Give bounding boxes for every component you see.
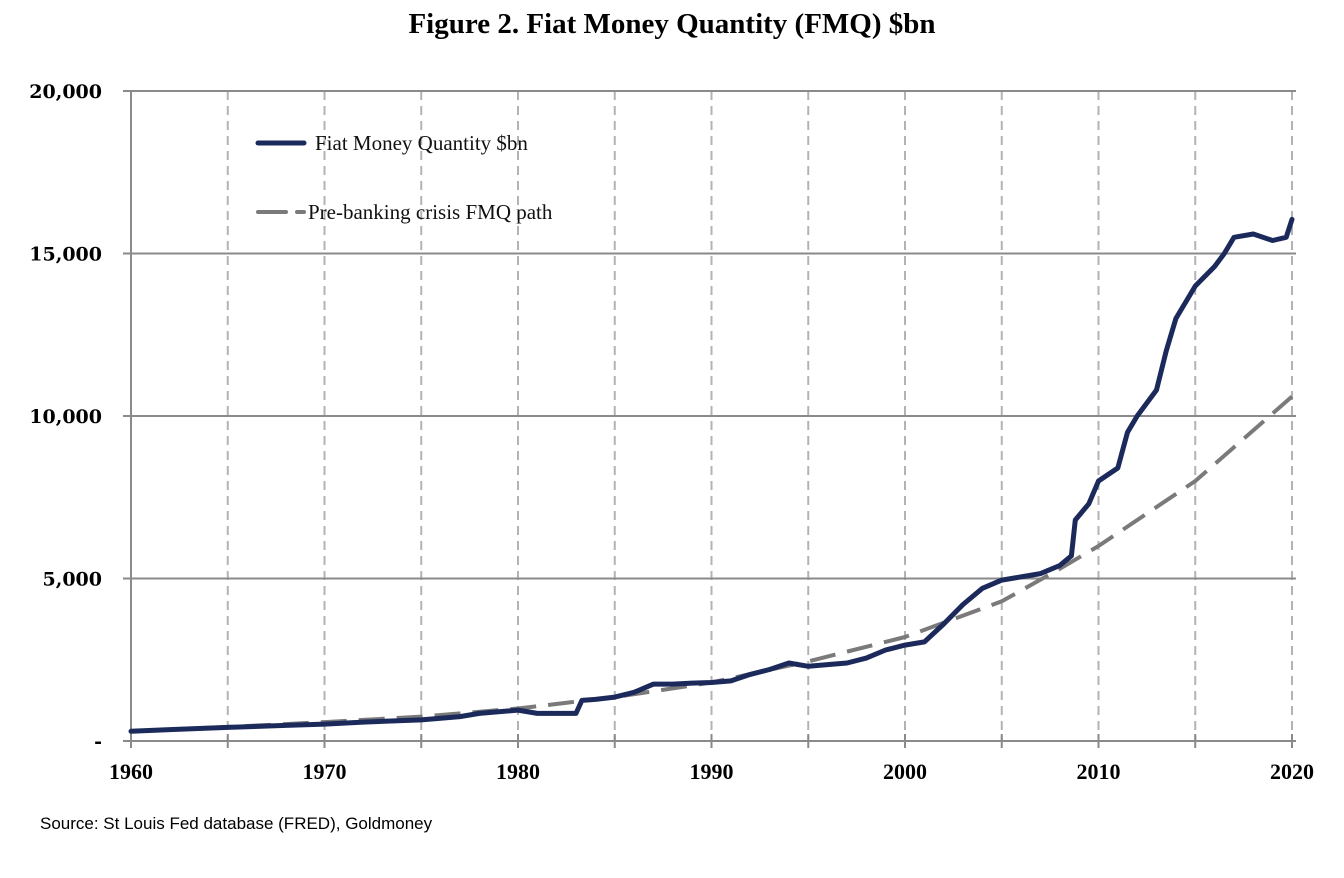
y-tick-label: 20,000 — [29, 81, 102, 103]
horizontal-gridlines — [123, 90, 1296, 580]
y-tick-label: - — [94, 731, 102, 753]
source-note: Source: St Louis Fed database (FRED), Go… — [40, 814, 433, 833]
y-tick-label: 15,000 — [29, 244, 102, 266]
chart-title: Figure 2. Fiat Money Quantity (FMQ) $bn — [408, 8, 936, 40]
legend-label-path: Pre-banking crisis FMQ path — [308, 200, 553, 224]
x-tick-label: 1970 — [303, 759, 347, 784]
series-lines — [128, 216, 1295, 734]
x-tick-label: 1980 — [496, 759, 540, 784]
y-tick-label: 10,000 — [29, 406, 102, 428]
x-tick-label: 2010 — [1077, 759, 1121, 784]
axes — [123, 91, 1296, 748]
legend-label-fmq: Fiat Money Quantity $bn — [315, 131, 528, 155]
x-tick-labels: 1960 1970 1980 1990 2000 2010 2020 — [109, 759, 1314, 784]
legend: Fiat Money Quantity $bn Pre-banking cris… — [255, 131, 553, 224]
x-tick-label: 2020 — [1270, 759, 1314, 784]
x-tick-label: 1990 — [690, 759, 734, 784]
vertical-gridlines — [226, 91, 1293, 741]
series-line-fmq — [128, 216, 1295, 734]
x-tick-label: 2000 — [883, 759, 927, 784]
x-tick-label: 1960 — [109, 759, 153, 784]
y-tick-label: 5,000 — [43, 569, 103, 591]
y-tick-labels: - 5,000 10,000 15,000 20,000 — [29, 81, 102, 753]
